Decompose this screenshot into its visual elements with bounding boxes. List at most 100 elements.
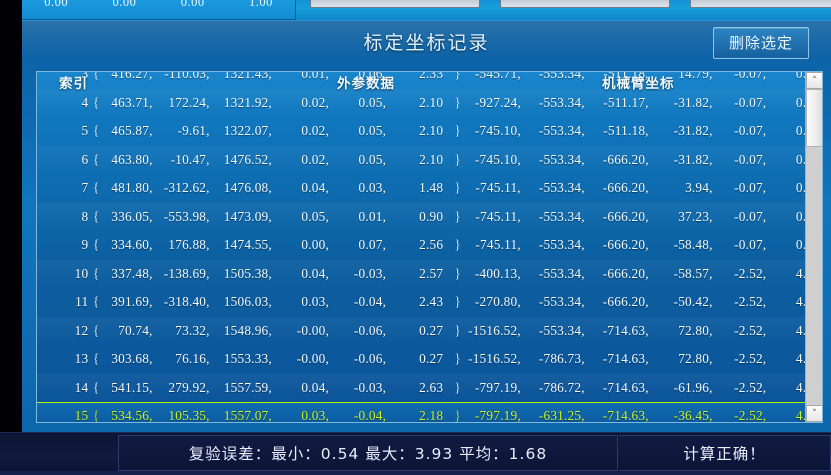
cell-robot-4: -0.07, (734, 94, 767, 110)
cell-robot-4: -0.07, (734, 180, 767, 195)
cell-robot-3: -58.57, (673, 265, 713, 281)
left-gutter (0, 0, 22, 432)
cell-robot-0: -797.19, (474, 408, 521, 423)
table-row[interactable]: 7{481.80, -312.62, 1476.08, 0.04, 0.03, 1.48}… (37, 174, 822, 203)
cell-robot-3: 72.80, (678, 322, 713, 338)
table-row[interactable]: 14{541.15, 279.92, 1557.59, 0.04, -0.03, 2.63… (37, 373, 822, 402)
cell-extrinsic-2: 1557.07, (223, 408, 272, 423)
table-row[interactable]: 12{70.74, 73.32, 1548.96, -0.00, -0.06, 0.27}… (37, 316, 822, 345)
cell-extrinsic-4: -0.06, (353, 351, 387, 366)
cell-robot-0: -1516.52, (468, 322, 521, 338)
cell-extrinsic-0: 463.80, (111, 151, 153, 167)
cell-extrinsic-5: 2.10 (419, 94, 444, 110)
cell-extrinsic-0: 416.27, (111, 71, 153, 81)
cell-robot-4: -0.07, (734, 123, 767, 138)
coordinate-record-table: 索引 外参数据 机械臂坐标 3{416.27, -110.03, 1321.43, 0… (36, 71, 823, 423)
cell-extrinsic-3: 0.02, (301, 123, 330, 138)
scroll-up-arrow-icon[interactable]: ˄ (806, 72, 822, 89)
close-brace: } (454, 151, 461, 167)
cell-extrinsic-2: 1322.07, (223, 123, 272, 138)
close-brace: } (454, 123, 461, 138)
cell-extrinsic-2: 1505.38, (223, 265, 272, 281)
cell-robot-3: -58.48, (673, 237, 713, 252)
cell-robot-4: -2.52, (734, 351, 767, 366)
cell-extrinsic-3: -0.00, (296, 351, 330, 366)
cell-extrinsic-0: 334.60, (111, 237, 153, 252)
top-button-2[interactable] (500, 0, 670, 8)
cell-extrinsic-4: 0.05, (358, 94, 387, 110)
cell-extrinsic-3: 0.03, (301, 408, 330, 423)
table-row[interactable]: 13{303.68, 76.16, 1553.33, -0.00, -0.06, 0.27… (37, 345, 822, 374)
calculation-result-status: 计算正确！ (619, 435, 831, 471)
cell-robot-1: -786.73, (538, 351, 585, 366)
cell-robot-4: -0.07, (734, 237, 767, 252)
top-strip: 0.00 0.00 0.00 1.00 (22, 0, 831, 20)
cell-index: 4 (81, 94, 89, 110)
cell-robot-3: 72.80, (678, 351, 713, 366)
top-button-1[interactable] (310, 0, 480, 8)
table-row[interactable]: 9{334.60, 176.88, 1474.55, 0.00, 0.07, 2.56} -… (37, 231, 822, 260)
cell-extrinsic-3: 0.01, (301, 71, 330, 81)
cell-robot-1: -553.34, (538, 180, 585, 195)
table-row[interactable]: 8{336.05, -553.98, 1473.09, 0.05, 0.01, 0.90}… (37, 202, 822, 231)
top-button-3[interactable] (690, 0, 831, 8)
close-brace: } (454, 322, 461, 338)
cell-robot-4: -2.52, (734, 265, 767, 281)
page-title: 标定坐标记录 (363, 32, 490, 54)
close-brace: } (454, 379, 461, 395)
cell-index: 14 (74, 379, 89, 395)
close-brace: } (454, 180, 461, 195)
open-brace: { (92, 237, 100, 252)
cell-extrinsic-4: 0.03, (358, 180, 387, 195)
cell-robot-2: -714.63, (602, 408, 649, 423)
scrollbar-track[interactable] (806, 89, 822, 405)
cell-extrinsic-5: 0.27 (419, 322, 444, 338)
scroll-down-arrow-icon[interactable]: ˅ (806, 405, 822, 422)
close-brace: } (454, 237, 461, 252)
open-brace: { (92, 123, 100, 138)
cell-extrinsic-0: 70.74, (118, 322, 153, 338)
cell-robot-1: -553.34, (538, 123, 585, 138)
cell-robot-4: -0.07, (734, 208, 767, 224)
table-row[interactable]: 11{391.69, -318.40, 1506.03, 0.03, -0.04, 2.4… (37, 288, 822, 317)
open-brace: { (92, 294, 100, 309)
top-value-0: 0.00 (44, 0, 69, 9)
cell-extrinsic-0: 303.68, (111, 351, 153, 366)
delete-selected-button[interactable]: 删除选定 (713, 27, 809, 59)
scrollbar-thumb[interactable] (806, 89, 822, 147)
table-row[interactable]: 4{463.71, 172.24, 1321.92, 0.02, 0.05, 2.10} -… (37, 88, 822, 117)
top-value-2: 0.00 (180, 0, 205, 9)
cell-robot-2: -714.63, (602, 351, 649, 366)
cell-index: 15 (74, 408, 89, 423)
cell-robot-3: 14.79, (678, 71, 713, 81)
cell-robot-2: -666.20, (602, 237, 649, 252)
cell-robot-3: 37.23, (678, 208, 713, 224)
cell-extrinsic-1: 105.35, (168, 408, 210, 423)
open-brace: { (92, 71, 100, 81)
cell-extrinsic-0: 391.69, (111, 294, 153, 309)
table-row[interactable]: 10{337.48, -138.69, 1505.38, 0.04, -0.03, 2.5… (37, 259, 822, 288)
cell-robot-0: -745.10, (474, 151, 521, 167)
close-brace: } (454, 294, 461, 309)
vertical-scrollbar[interactable]: ˄ ˅ (805, 72, 822, 422)
cell-extrinsic-1: 73.32, (175, 322, 210, 338)
table-row[interactable]: 6{463.80, -10.47, 1476.52, 0.02, 0.05, 2.10} -… (37, 145, 822, 174)
table-row[interactable]: 15{534.56, 105.35, 1557.07, 0.03, -0.04, 2.18… (37, 402, 822, 423)
cell-extrinsic-4: -0.03, (353, 379, 387, 395)
cell-robot-0: -745.11, (475, 180, 521, 195)
cell-extrinsic-1: -110.03, (164, 71, 210, 81)
close-brace: } (454, 408, 461, 423)
cell-robot-4: -0.07, (734, 71, 767, 81)
cell-robot-1: -553.34, (538, 322, 585, 338)
cell-extrinsic-1: -312.62, (163, 180, 210, 195)
cell-robot-2: -666.20, (602, 265, 649, 281)
cell-index: 7 (81, 180, 89, 195)
table-row[interactable]: 5{465.87, -9.61, 1322.07, 0.02, 0.05, 2.10} -7… (37, 117, 822, 146)
table-row[interactable]: 3{416.27, -110.03, 1321.43, 0.01, 0.06, 2.33}… (37, 71, 822, 89)
cell-extrinsic-5: 2.56 (419, 237, 444, 252)
cell-extrinsic-2: 1553.33, (223, 351, 272, 366)
cell-extrinsic-4: 0.01, (358, 208, 387, 224)
cell-extrinsic-2: 1474.55, (223, 237, 272, 252)
cell-extrinsic-2: 1557.59, (223, 379, 272, 395)
